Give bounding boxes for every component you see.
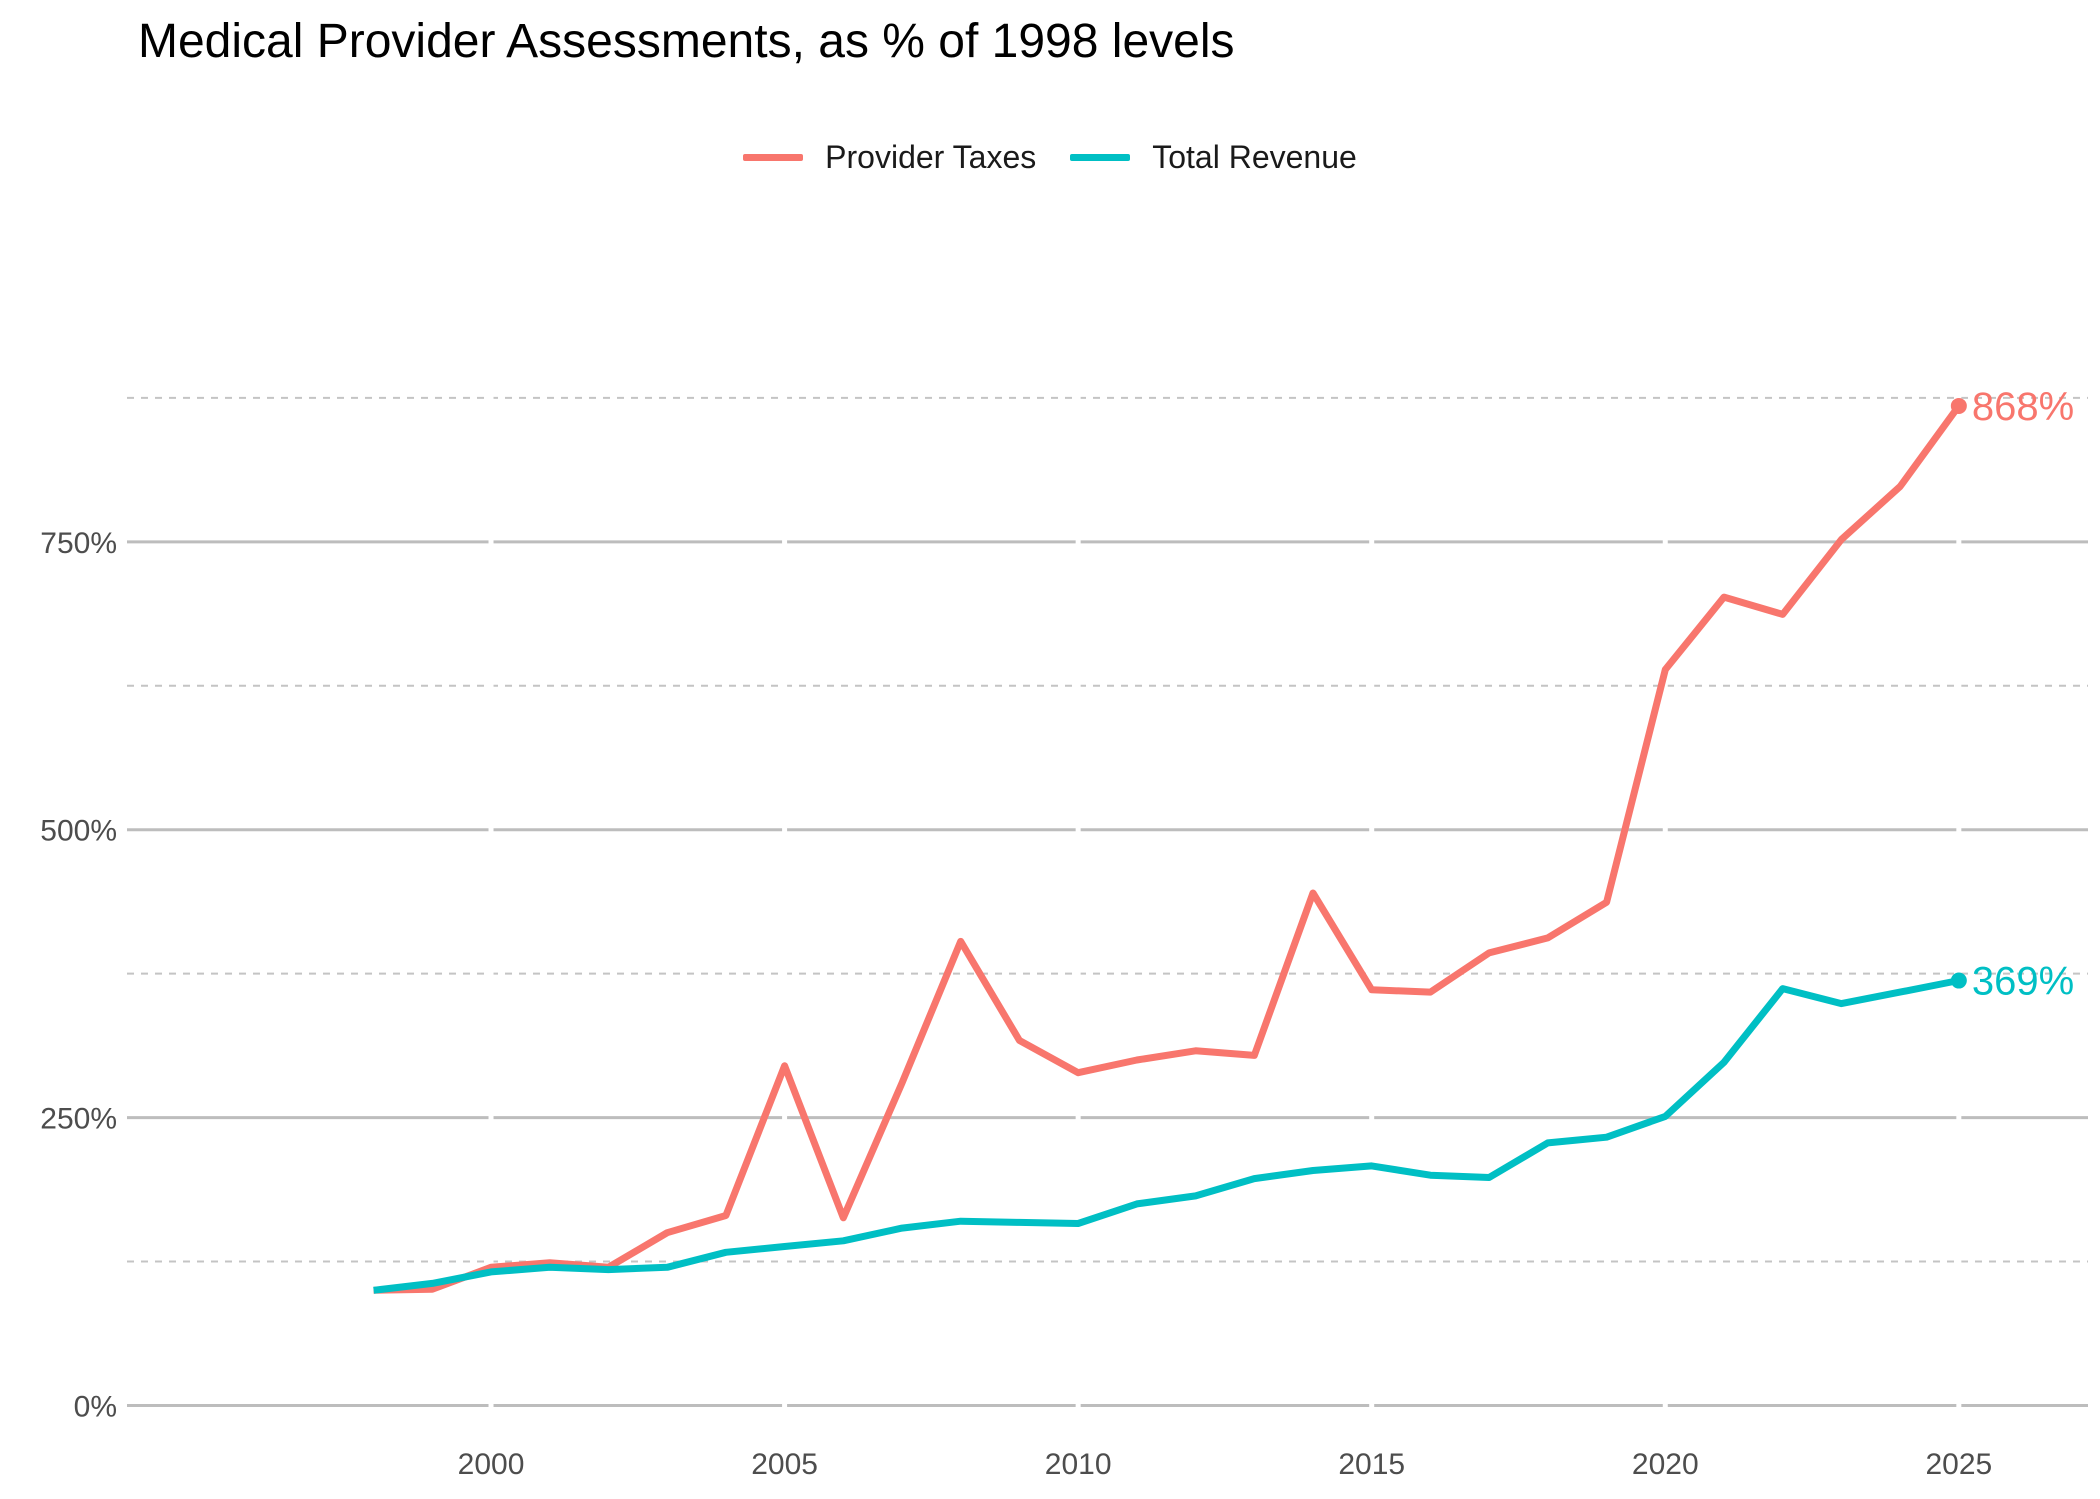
legend-label-provider-taxes: Provider Taxes [825,138,1037,175]
legend-item-total-revenue[interactable]: Total Revenue [1070,139,1357,176]
legend: Provider Taxes Total Revenue [0,132,2100,182]
x-tick-label: 2000 [458,1448,525,1481]
series-line-0 [373,403,1962,1294]
x-tick-label: 2010 [1045,1448,1112,1481]
legend-swatch-total-revenue [1070,153,1131,161]
series [373,397,1967,1294]
y-tick-label: 500% [40,815,117,848]
y-tick-label: 250% [40,1103,117,1136]
series-end-point-1 [1950,972,1967,989]
series-line-1 [373,977,1960,1294]
legend-label-total-revenue: Total Revenue [1152,138,1357,175]
y-tick-label: 750% [40,527,117,560]
series-end-label-1: 369% [1972,960,2074,1004]
end-labels: 868% 369% [1972,385,2074,1004]
x-tick-label: 2015 [1338,1448,1405,1481]
legend-item-provider-taxes[interactable]: Provider Taxes [743,139,1036,176]
axes: 0% 250% 500% 750% 2000 2005 2010 2015 2020 2025 [40,527,1992,1481]
legend-swatch-provider-taxes [743,153,804,161]
grid [127,295,2088,1445]
x-tick-label: 2025 [1925,1448,1992,1481]
x-tick-label: 2020 [1632,1448,1699,1481]
series-end-label-0: 868% [1972,385,2074,429]
y-tick-label: 0% [74,1390,117,1423]
x-tick-label: 2005 [751,1448,818,1481]
chart-title: Medical Provider Assessments, as % of 19… [138,15,1235,68]
series-end-point-0 [1950,397,1967,414]
